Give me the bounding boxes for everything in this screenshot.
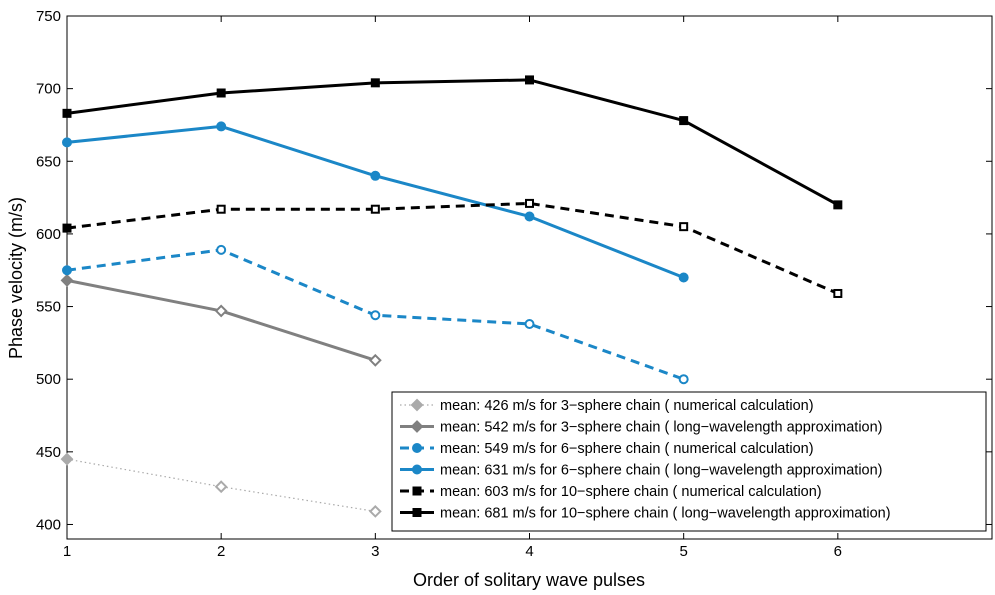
legend-label: mean: 549 m/s for 6−sphere chain ( numer… <box>440 441 814 457</box>
series-4 <box>62 121 689 283</box>
series-2 <box>60 273 382 367</box>
legend-marker <box>410 398 424 412</box>
data-point <box>214 304 228 318</box>
series-5 <box>62 198 843 298</box>
legend-item: mean: 631 m/s for 6−sphere chain ( long−… <box>400 463 883 479</box>
legend-marker <box>412 486 422 496</box>
data-point <box>62 108 72 118</box>
legend: mean: 426 m/s for 3−sphere chain ( numer… <box>391 391 987 532</box>
data-point <box>678 374 689 385</box>
x-tick-label: 1 <box>63 543 71 560</box>
data-point <box>216 121 227 132</box>
series-line <box>66 78 839 207</box>
y-tick-label: 400 <box>36 516 61 533</box>
data-point <box>679 116 689 126</box>
x-tick-label: 2 <box>217 543 225 560</box>
data-point <box>368 353 382 367</box>
series-layer <box>60 75 843 518</box>
legend-marker <box>412 464 422 475</box>
data-point <box>368 504 382 518</box>
y-tick-label: 650 <box>36 153 61 170</box>
data-point <box>62 223 72 233</box>
legend-label: mean: 603 m/s for 10−sphere chain ( nume… <box>440 484 822 500</box>
data-point <box>216 88 226 98</box>
data-point <box>833 200 843 210</box>
data-point <box>678 272 689 283</box>
series-line <box>66 201 839 295</box>
data-point <box>216 204 226 214</box>
legend-label: mean: 426 m/s for 3−sphere chain ( numer… <box>440 398 814 414</box>
x-tick-label: 3 <box>371 543 379 560</box>
data-point <box>370 204 380 214</box>
x-axis-label: Order of solitary wave pulses <box>413 570 645 590</box>
data-point <box>216 244 227 255</box>
legend-item: mean: 426 m/s for 3−sphere chain ( numer… <box>400 398 814 414</box>
data-point <box>370 170 381 181</box>
y-tick-label: 450 <box>36 444 61 461</box>
x-tick-label: 5 <box>679 543 687 560</box>
legend-marker <box>412 443 422 453</box>
series-3 <box>62 244 689 385</box>
data-point <box>833 288 843 298</box>
x-tick-label: 4 <box>525 543 533 560</box>
y-tick-label: 550 <box>36 299 61 316</box>
data-point <box>62 137 72 148</box>
y-tick-label: 600 <box>36 226 61 243</box>
data-point <box>370 310 381 321</box>
legend-item: mean: 542 m/s for 3−sphere chain ( long−… <box>400 420 883 436</box>
axis-ticks <box>66 15 992 539</box>
legend-marker <box>410 420 424 433</box>
data-point <box>370 78 380 88</box>
series-1 <box>60 452 382 518</box>
y-tick-label: 700 <box>36 81 61 98</box>
data-point <box>214 480 228 494</box>
legend-label: mean: 631 m/s for 6−sphere chain ( long−… <box>440 463 883 479</box>
legend-marker <box>412 508 422 517</box>
y-tick-label: 750 <box>36 8 61 25</box>
data-point <box>524 211 535 222</box>
x-tick-label: 6 <box>834 543 842 560</box>
data-point <box>62 265 72 276</box>
data-point <box>525 198 534 208</box>
y-tick-label: 500 <box>36 371 61 388</box>
data-point <box>60 273 74 287</box>
data-point <box>524 318 535 329</box>
data-point <box>679 222 689 232</box>
legend-label: mean: 542 m/s for 3−sphere chain ( long−… <box>440 420 883 436</box>
legend-label: mean: 681 m/s for 10−sphere chain ( long… <box>440 506 891 522</box>
legend-box <box>391 391 987 532</box>
legend-item: mean: 681 m/s for 10−sphere chain ( long… <box>400 506 891 522</box>
axis-tick-labels: 1 2 3 4 5 6 400 450 500 550 600 650 700 750 <box>36 8 842 560</box>
data-point <box>60 452 74 466</box>
legend-item: mean: 549 m/s for 6−sphere chain ( numer… <box>400 441 814 457</box>
legend-item: mean: 603 m/s for 10−sphere chain ( nume… <box>400 484 822 500</box>
y-axis-label: Phase velocity (m/s) <box>6 197 26 359</box>
data-point <box>525 75 534 85</box>
series-6 <box>62 75 843 210</box>
